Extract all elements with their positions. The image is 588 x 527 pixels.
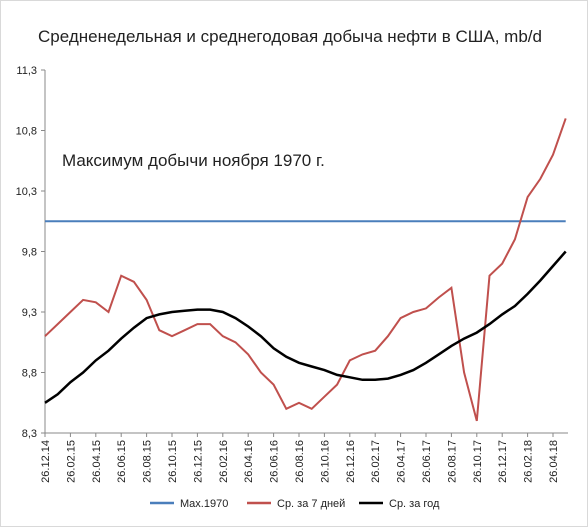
y-tick-label: 8,3 [22,428,37,440]
x-tick-label: 26.06.17 [421,440,433,483]
x-tick-label: 26.04.18 [548,440,560,483]
x-tick-label: 26.10.15 [167,440,179,483]
annotation: Максимум добычи ноября 1970 г. [62,151,325,170]
x-tick-label: 26.10.17 [472,440,484,483]
legend-label: Ср. за 7 дней [277,498,345,510]
chart-title: Средненедельная и среднегодовая добыча н… [38,27,542,46]
y-tick-label: 10,8 [16,126,37,138]
x-tick-label: 26.06.15 [116,440,128,483]
series-line [44,250,567,404]
y-tick-label: 9,8 [22,247,37,259]
x-tick-label: 26.08.16 [294,440,306,483]
y-tick-label: 11,3 [16,65,37,77]
x-tick-label: 26.02.17 [370,440,382,483]
y-tick-label: 10,3 [16,186,37,198]
y-tick-label: 8,8 [22,368,37,380]
x-tick-label: 26.04.15 [91,440,103,483]
x-tick-label: 26.02.16 [218,440,230,483]
x-tick-label: 26.02.18 [523,440,535,483]
x-tick-label: 26.12.16 [345,440,357,483]
x-tick-label: 26.12.15 [192,440,204,483]
y-tick-label: 9,3 [22,307,37,319]
x-tick-label: 26.08.17 [446,440,458,483]
x-tick-label: 26.06.16 [269,440,281,483]
x-tick-label: 26.02.15 [65,440,77,483]
legend-label: Ср. за год [389,498,440,510]
x-tick-label: 26.04.16 [243,440,255,483]
x-tick-label: 26.04.17 [396,440,408,483]
legend-label: Max.1970 [180,498,228,510]
x-tick-label: 26.10.16 [319,440,331,483]
x-tick-label: 26.12.14 [40,440,52,483]
x-tick-label: 26.12.17 [497,440,509,483]
series-line [44,118,567,422]
x-tick-label: 26.08.15 [142,440,154,483]
